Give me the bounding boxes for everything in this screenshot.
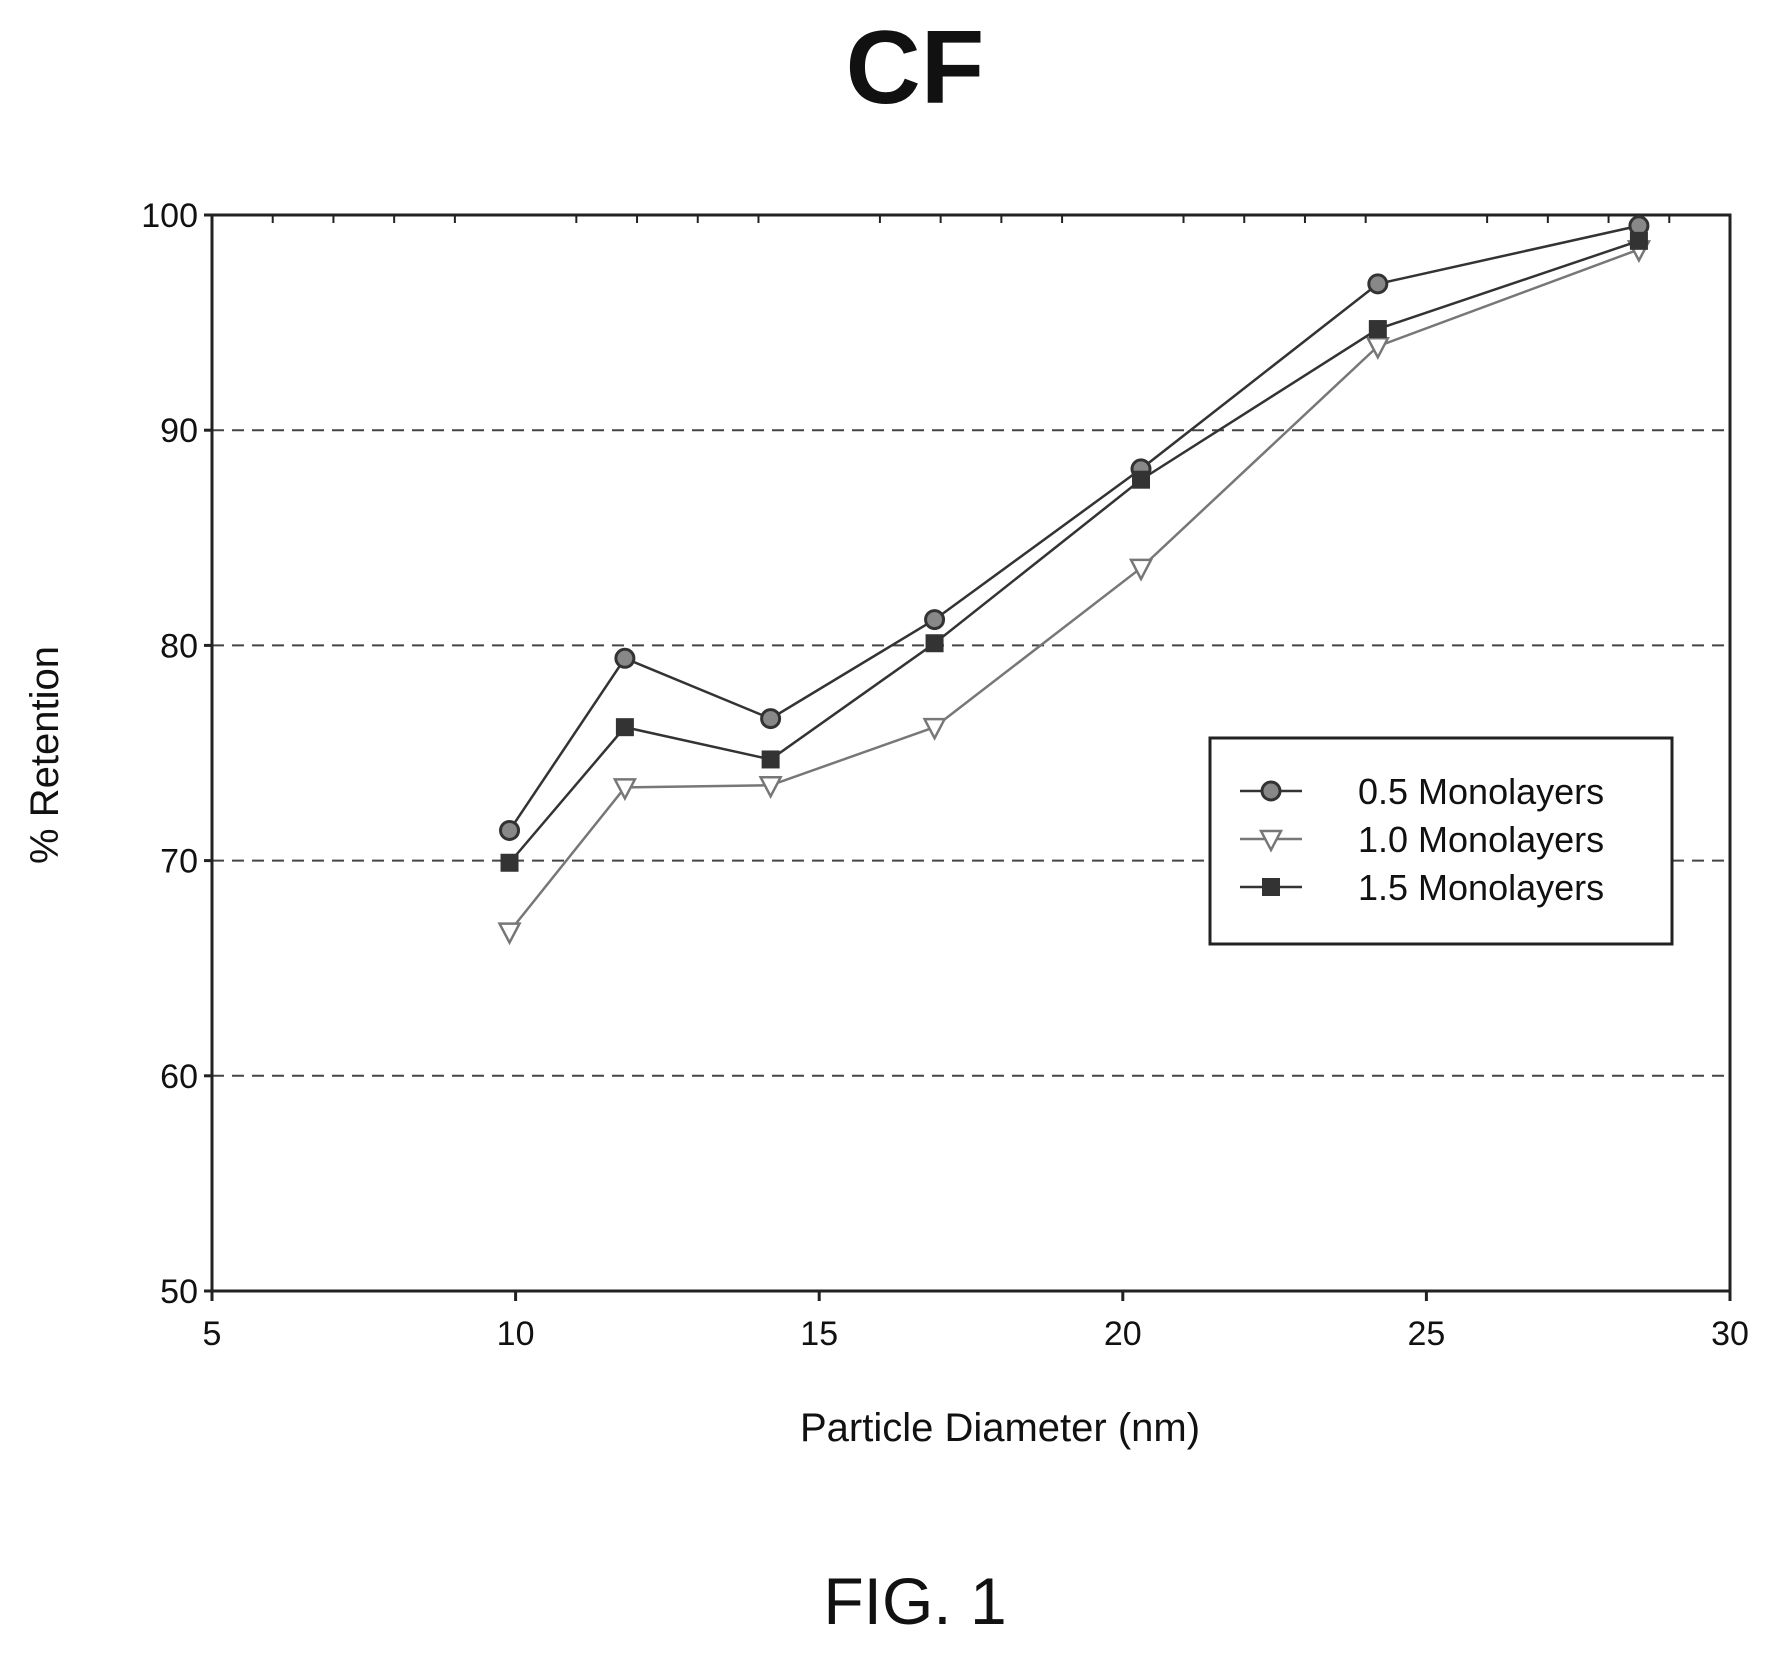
data-point-0-2 [760, 708, 782, 730]
data-point-1-1 [612, 778, 637, 802]
data-point-0-5 [1367, 273, 1389, 295]
y-tick-label-0: 50 [160, 1273, 198, 1311]
figure-caption: FIG. 1 [823, 1564, 1006, 1638]
legend-marker-1 [1258, 829, 1284, 853]
x-tick-label-5: 30 [1711, 1315, 1749, 1353]
data-point-2-4 [1132, 470, 1151, 489]
series-0 [499, 215, 1650, 841]
x-axis-ticks: 5 10 15 20 25 30 [203, 215, 1749, 1353]
data-point-2-3 [925, 634, 944, 653]
data-point-1-0 [497, 922, 522, 946]
legend-marker-2 [1262, 878, 1280, 896]
x-tick-label-1: 10 [497, 1315, 535, 1353]
y-tick-label-2: 70 [160, 843, 198, 881]
data-point-2-0 [500, 853, 519, 872]
y-axis-ticks: 50 60 70 80 90 100 [141, 197, 212, 1311]
data-point-2-6 [1629, 231, 1648, 250]
data-point-1-3 [922, 717, 947, 741]
y-axis-label: % Retention [23, 646, 67, 864]
data-point-2-2 [761, 750, 780, 769]
series-2 [500, 231, 1648, 872]
y-tick-label-5: 100 [141, 197, 198, 235]
legend-marker-0 [1260, 780, 1282, 802]
x-tick-label-3: 20 [1104, 1315, 1142, 1353]
legend-entry-0: 0.5 Monolayers [1240, 771, 1604, 812]
x-tick-label-0: 5 [203, 1315, 222, 1353]
data-point-0-0 [499, 819, 521, 841]
data-point-1-4 [1128, 558, 1154, 582]
legend-entry-1: 1.0 Monolayers [1240, 819, 1604, 860]
data-point-1-5 [1365, 337, 1390, 360]
legend-label-2: 1.5 Monolayers [1358, 867, 1604, 908]
data-point-2-1 [615, 718, 634, 737]
x-tick-label-2: 15 [800, 1315, 838, 1353]
plot-area-frame [210, 213, 1732, 1293]
data-point-0-1 [614, 647, 636, 669]
y-tick-label-3: 80 [160, 627, 198, 665]
legend-entry-2: 1.5 Monolayers [1240, 867, 1604, 908]
data-point-0-3 [924, 609, 946, 631]
legend-label-1: 1.0 Monolayers [1358, 819, 1604, 860]
legend: 0.5 Monolayers 1.0 Monolayers 1.5 Monolaye… [1208, 736, 1674, 946]
legend-box [1208, 736, 1674, 946]
data-point-2-5 [1368, 320, 1387, 339]
x-tick-label-4: 25 [1407, 1315, 1445, 1353]
data-point-1-2 [758, 776, 783, 799]
y-tick-label-1: 60 [160, 1058, 198, 1096]
y-tick-label-4: 90 [160, 412, 198, 450]
x-axis-label: Particle Diameter (nm) [800, 1406, 1200, 1450]
chart-title: CF [846, 10, 985, 126]
data-series [497, 215, 1651, 946]
legend-label-0: 0.5 Monolayers [1358, 771, 1604, 812]
